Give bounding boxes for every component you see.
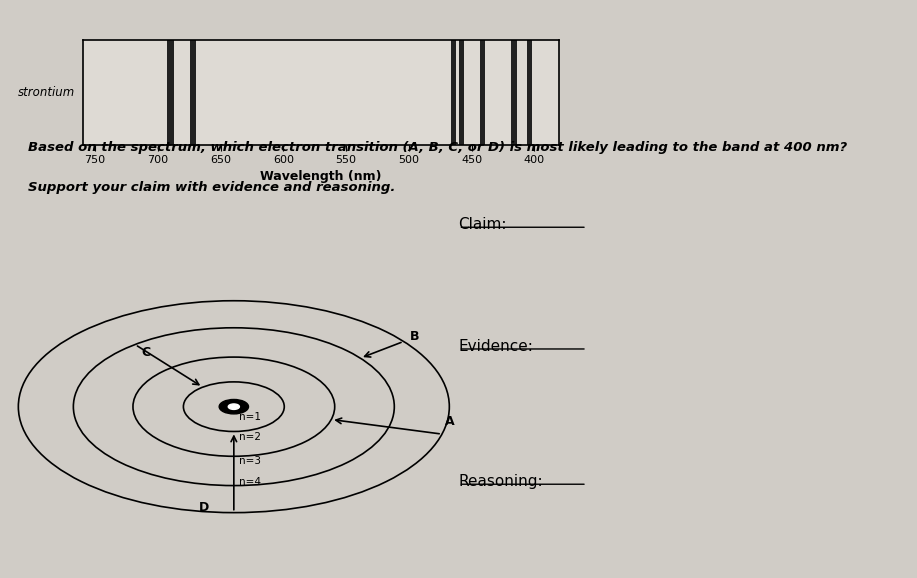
Bar xyxy=(459,40,464,144)
Text: strontium: strontium xyxy=(18,86,75,99)
Bar xyxy=(451,40,457,144)
Bar xyxy=(526,40,532,144)
Text: Reasoning:: Reasoning: xyxy=(458,475,543,490)
Text: C: C xyxy=(141,346,150,359)
Text: Support your claim with evidence and reasoning.: Support your claim with evidence and rea… xyxy=(28,181,395,194)
Circle shape xyxy=(219,399,249,414)
Text: Evidence:: Evidence: xyxy=(458,339,534,354)
Text: n=3: n=3 xyxy=(239,456,261,466)
Bar xyxy=(511,40,517,144)
Text: D: D xyxy=(199,501,210,514)
Bar xyxy=(167,40,173,144)
Text: n=2: n=2 xyxy=(239,432,261,442)
Text: n=4: n=4 xyxy=(239,477,261,487)
Bar xyxy=(481,40,485,144)
Text: A: A xyxy=(445,415,454,428)
X-axis label: Wavelength (nm): Wavelength (nm) xyxy=(260,171,381,183)
Bar xyxy=(190,40,196,144)
Text: B: B xyxy=(410,329,419,343)
Text: n=1: n=1 xyxy=(239,412,261,421)
Text: Based on the spectrum, which electron transition (A, B, C, or D) is most likely : Based on the spectrum, which electron tr… xyxy=(28,140,846,154)
Circle shape xyxy=(228,404,239,409)
Text: Claim:: Claim: xyxy=(458,217,507,232)
